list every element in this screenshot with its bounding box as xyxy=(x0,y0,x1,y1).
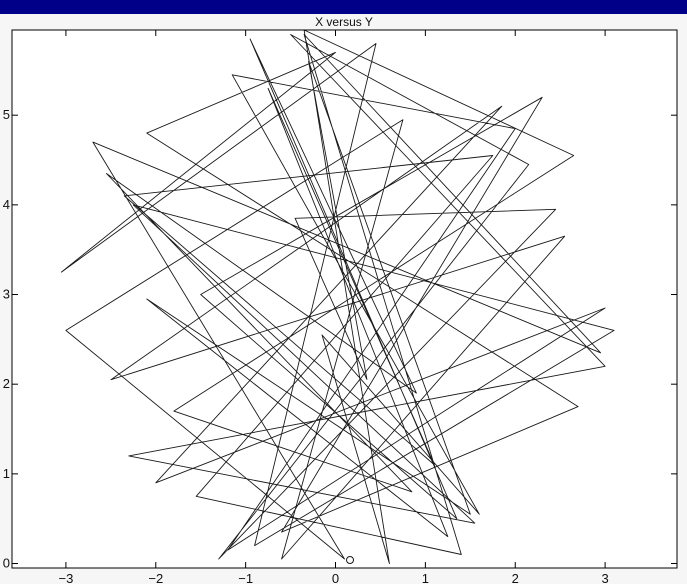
x-tick-label: −1 xyxy=(238,571,253,584)
axis-layer: −3 −2 −1 0 1 2 3 0 1 2 3 4 5 xyxy=(3,30,677,584)
series-layer xyxy=(60,29,615,564)
plot-frame xyxy=(11,29,678,569)
y-tick-label: 4 xyxy=(3,197,10,212)
origin-marker xyxy=(346,556,354,564)
chart-title: X versus Y xyxy=(315,15,373,29)
x-tick-label: −3 xyxy=(59,571,74,584)
x-tick-label: −2 xyxy=(148,571,163,584)
x-tick-label: 1 xyxy=(422,571,429,584)
series-line-0 xyxy=(60,29,615,564)
x-tick-label: 0 xyxy=(332,571,339,584)
x-tick-label: 3 xyxy=(601,571,608,584)
y-tick-label: 0 xyxy=(3,556,10,571)
y-tick-label: 2 xyxy=(3,376,10,391)
y-tick-label: 1 xyxy=(3,466,10,481)
y-tick-label: 5 xyxy=(3,107,10,122)
plot-area xyxy=(12,30,677,568)
y-tick-label: 3 xyxy=(3,287,10,302)
x-tick-label: 2 xyxy=(512,571,519,584)
